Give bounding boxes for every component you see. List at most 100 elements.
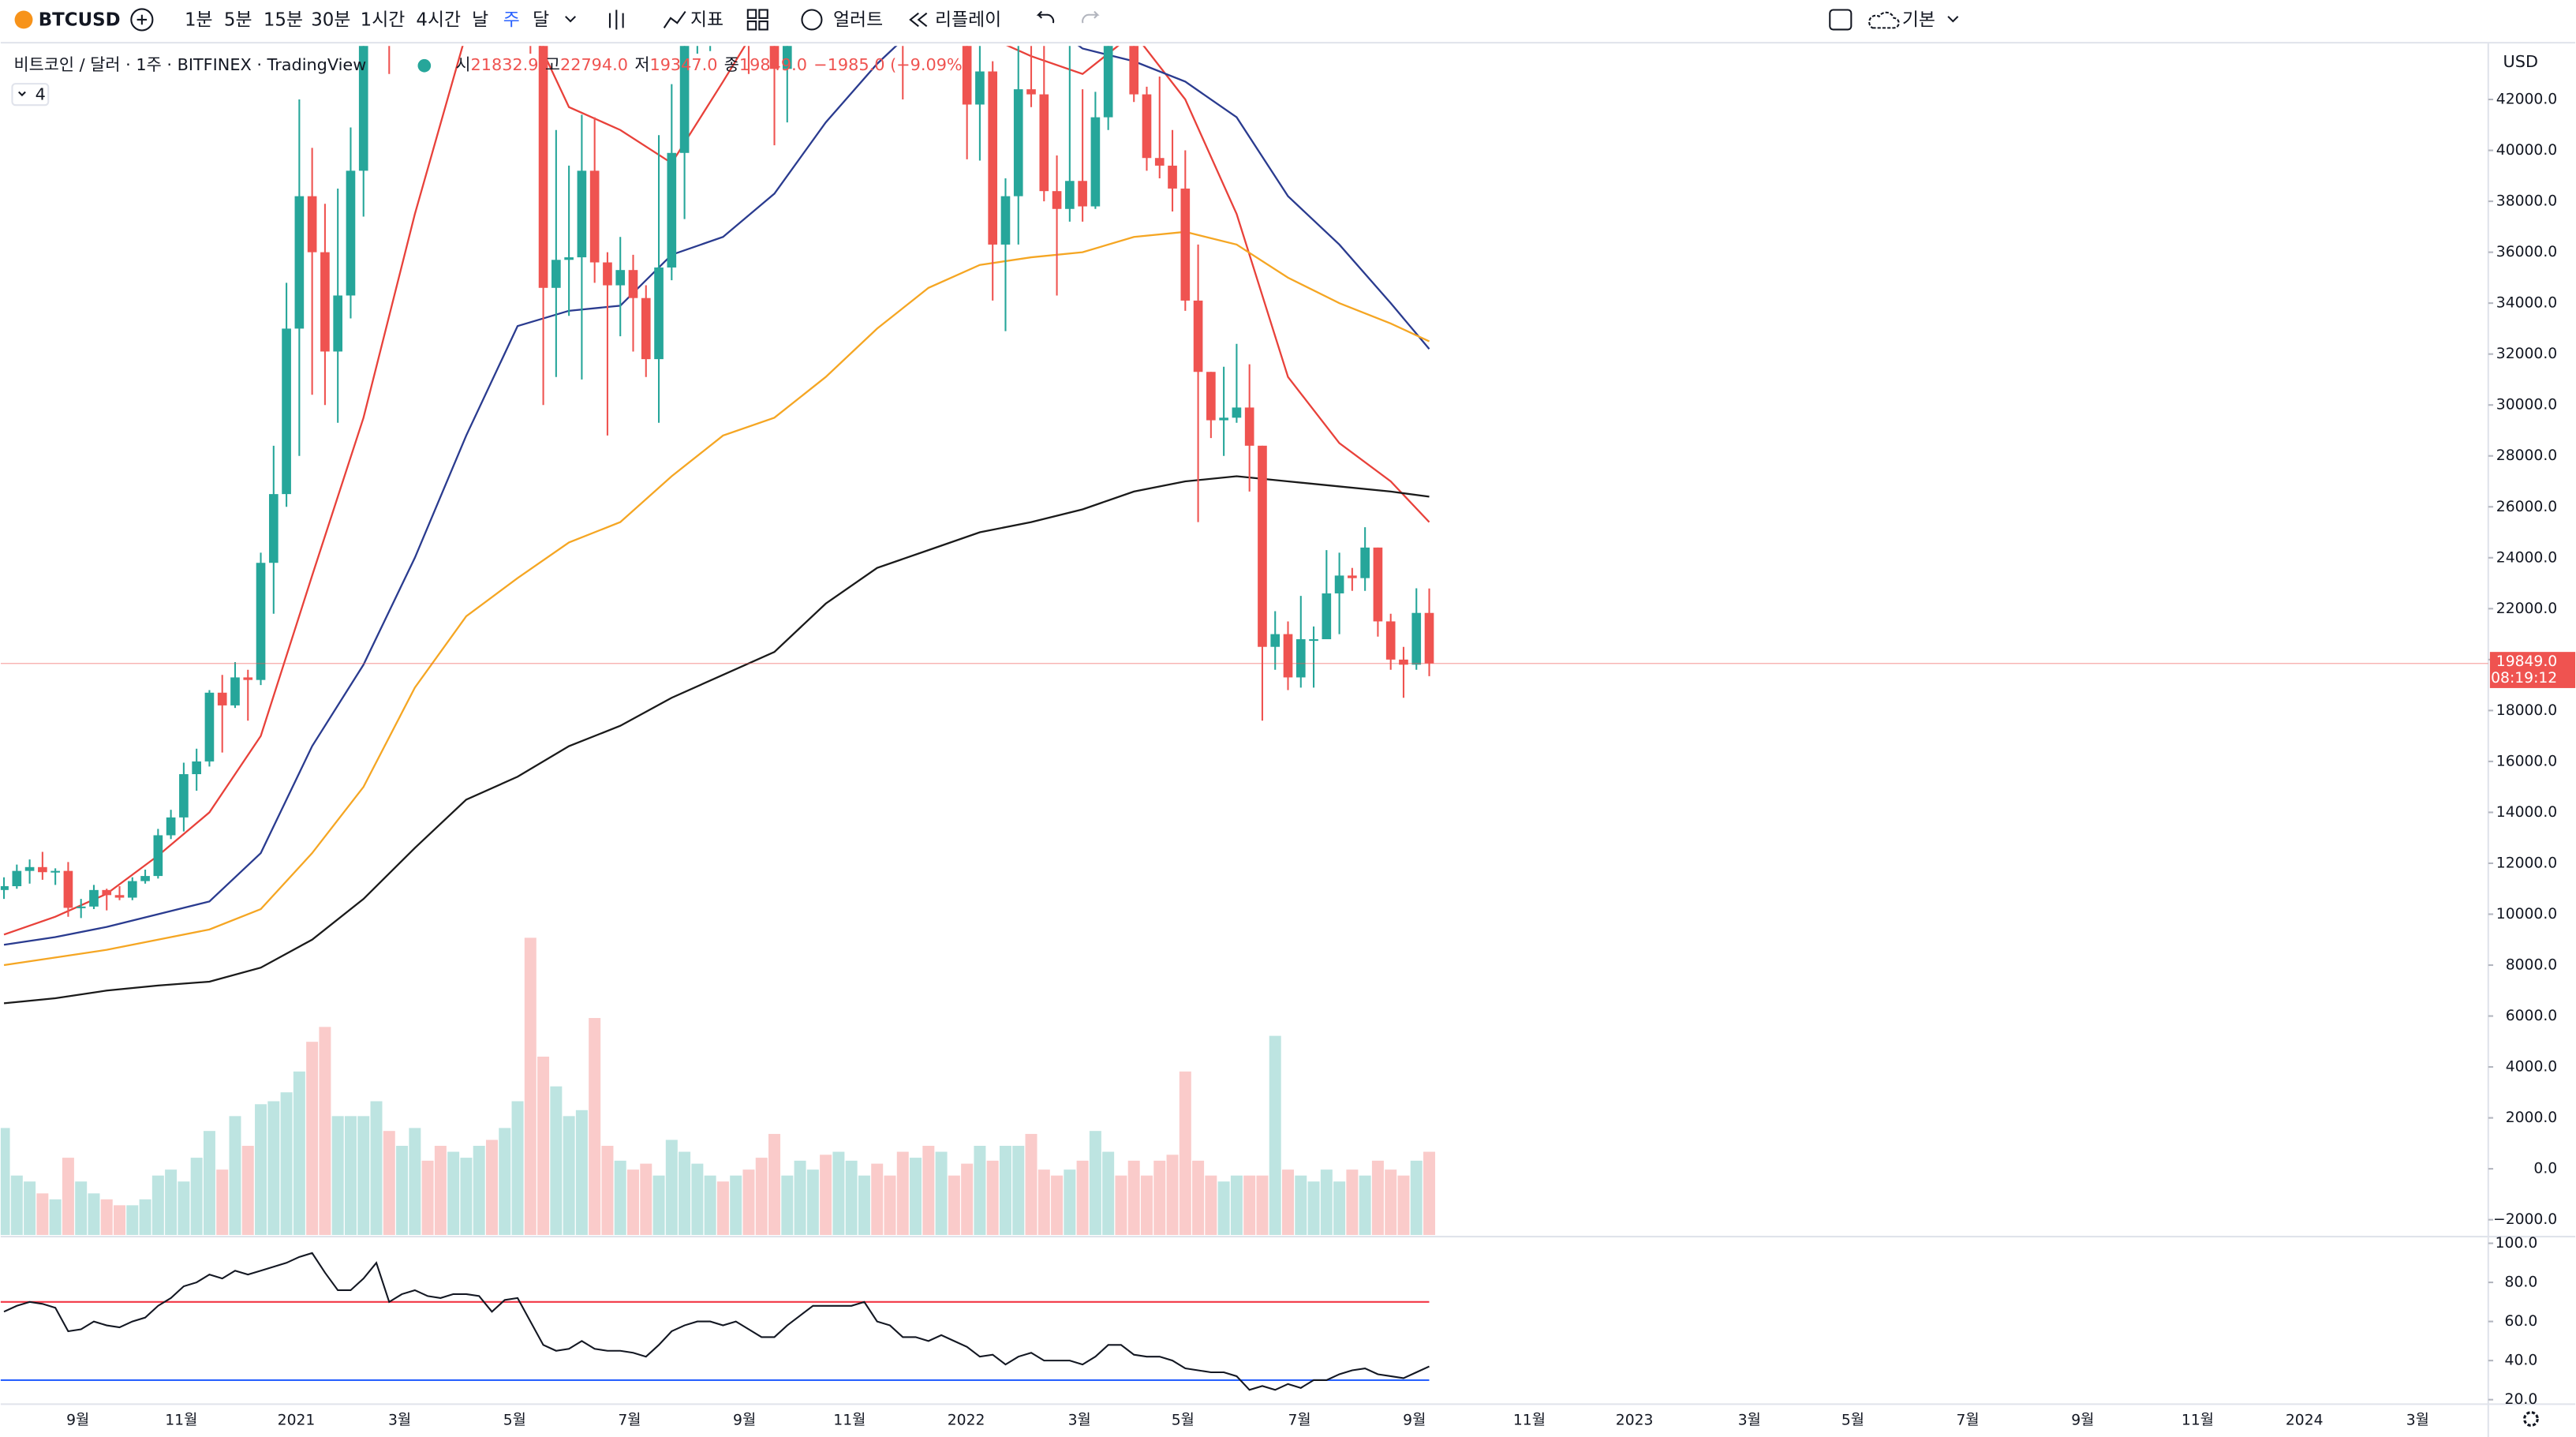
candle-body bbox=[153, 835, 163, 877]
volume-bar bbox=[114, 1205, 126, 1236]
candle-body bbox=[256, 563, 266, 680]
price-tick-label: 4000.0 bbox=[2506, 1059, 2558, 1076]
alert-button[interactable]: 얼러트 bbox=[833, 10, 883, 31]
volume-bar bbox=[1307, 1181, 1320, 1236]
interval-group: 1분 5분 15분 30분 1시간 4시간 날 주 달 bbox=[185, 10, 577, 31]
replay-button[interactable]: 리플레이 bbox=[935, 10, 1001, 31]
currency-label[interactable]: USD bbox=[2503, 52, 2538, 71]
countdown-label: 08:19:12 bbox=[2491, 670, 2557, 687]
volume-bar bbox=[62, 1158, 74, 1236]
volume-bar bbox=[730, 1175, 742, 1236]
candle-body bbox=[114, 895, 125, 898]
interval-button[interactable]: 달 bbox=[533, 10, 549, 31]
volume-bar bbox=[331, 1116, 344, 1236]
volume-bar bbox=[691, 1163, 704, 1236]
volume-bar bbox=[1371, 1160, 1384, 1236]
fullscreen-button[interactable] bbox=[1829, 9, 1853, 31]
volume-bar bbox=[1385, 1169, 1397, 1236]
replay-icon bbox=[909, 12, 928, 28]
candle-body bbox=[589, 170, 600, 263]
volume-bar bbox=[1397, 1175, 1410, 1236]
candle-body bbox=[1026, 89, 1036, 95]
volume-bar bbox=[1269, 1035, 1281, 1236]
candle-body bbox=[975, 71, 985, 105]
volume-bar bbox=[267, 1101, 280, 1236]
volume-bar bbox=[473, 1146, 485, 1236]
candle-body bbox=[38, 866, 47, 873]
volume-bar bbox=[421, 1160, 434, 1236]
templates-button[interactable] bbox=[746, 9, 757, 19]
candle-body bbox=[230, 677, 240, 705]
symbol[interactable]: BTCUSD bbox=[39, 10, 121, 31]
candle-body bbox=[538, 46, 548, 288]
volume-bar bbox=[1102, 1151, 1115, 1236]
time-label: 9월 bbox=[66, 1413, 89, 1429]
interval-button[interactable]: 30분 bbox=[311, 10, 350, 31]
volume-bar bbox=[165, 1169, 178, 1236]
volume-bar bbox=[563, 1116, 575, 1236]
volume-bar bbox=[1089, 1131, 1101, 1236]
settings-button[interactable] bbox=[2523, 1411, 2539, 1427]
candle-body bbox=[1000, 196, 1011, 245]
candle-body bbox=[346, 170, 356, 296]
candle-body bbox=[1348, 575, 1357, 578]
ohlc-value: 19347.0 bbox=[649, 55, 717, 74]
chart-type-button[interactable] bbox=[608, 9, 624, 30]
interval-button[interactable]: 15분 bbox=[264, 10, 303, 31]
time-label: 5월 bbox=[1172, 1413, 1195, 1429]
rsi-tick-label: 20.0 bbox=[2505, 1391, 2538, 1408]
volume-bar bbox=[151, 1175, 164, 1236]
candle-body bbox=[217, 692, 227, 705]
candle-body bbox=[1013, 89, 1023, 196]
price-change: −1985.0 (−9.09%) bbox=[813, 55, 969, 74]
time-label: 5월 bbox=[1841, 1413, 1864, 1429]
volume-bar bbox=[10, 1175, 23, 1236]
interval-caret bbox=[565, 16, 577, 23]
templates-icon bbox=[758, 21, 768, 31]
volume-bar bbox=[1076, 1160, 1089, 1236]
candle-body bbox=[1334, 575, 1344, 593]
interval-button[interactable]: 1분 bbox=[185, 10, 213, 31]
volume-bar bbox=[935, 1151, 948, 1236]
time-label: 11월 bbox=[165, 1413, 197, 1429]
volume-bar bbox=[858, 1175, 870, 1236]
interval-button[interactable]: 날 bbox=[472, 10, 488, 31]
candle-body bbox=[1258, 445, 1267, 647]
interval-button[interactable]: 1시간 bbox=[361, 10, 406, 31]
ohlc-value: 21832.9 bbox=[471, 55, 539, 74]
volume-bar bbox=[1025, 1133, 1038, 1236]
moving-average bbox=[3, 475, 1430, 1005]
interval-button[interactable]: 5분 bbox=[224, 10, 252, 31]
volume-bar bbox=[1179, 1071, 1191, 1236]
cloud-icon bbox=[1868, 11, 1900, 29]
volume-bar bbox=[306, 1042, 319, 1236]
time-label: 2021 bbox=[278, 1413, 316, 1429]
candle-body bbox=[1360, 547, 1370, 578]
volume-bar bbox=[36, 1193, 49, 1236]
time-label: 11월 bbox=[1513, 1413, 1546, 1429]
volume-bar bbox=[255, 1104, 267, 1236]
volume-bar bbox=[640, 1163, 652, 1236]
candle-body bbox=[0, 885, 9, 890]
candle-body bbox=[1309, 639, 1318, 642]
redo-button[interactable] bbox=[1082, 10, 1100, 24]
time-label: 3월 bbox=[388, 1413, 411, 1429]
volume-bar bbox=[383, 1131, 395, 1236]
rsi-tick-label: 100.0 bbox=[2496, 1235, 2538, 1252]
undo-button[interactable] bbox=[1036, 10, 1055, 24]
interval-button[interactable]: 4시간 bbox=[416, 10, 461, 31]
interval-button[interactable]: 주 bbox=[503, 10, 520, 31]
candle-body bbox=[641, 298, 651, 360]
volume-bar bbox=[550, 1086, 563, 1236]
volume-bar bbox=[679, 1151, 691, 1236]
compare-button[interactable] bbox=[130, 8, 154, 32]
indicators-button[interactable]: 지표 bbox=[690, 10, 723, 31]
moving-average bbox=[3, 46, 1430, 936]
candle-body bbox=[1399, 659, 1408, 665]
indicator-toggle[interactable] bbox=[11, 83, 50, 107]
volume-bar bbox=[357, 1116, 370, 1236]
volume-bar bbox=[755, 1158, 768, 1236]
volume-bar bbox=[1217, 1181, 1230, 1236]
layout-button[interactable]: 기본 bbox=[1902, 10, 1935, 31]
time-label: 2022 bbox=[948, 1413, 985, 1429]
